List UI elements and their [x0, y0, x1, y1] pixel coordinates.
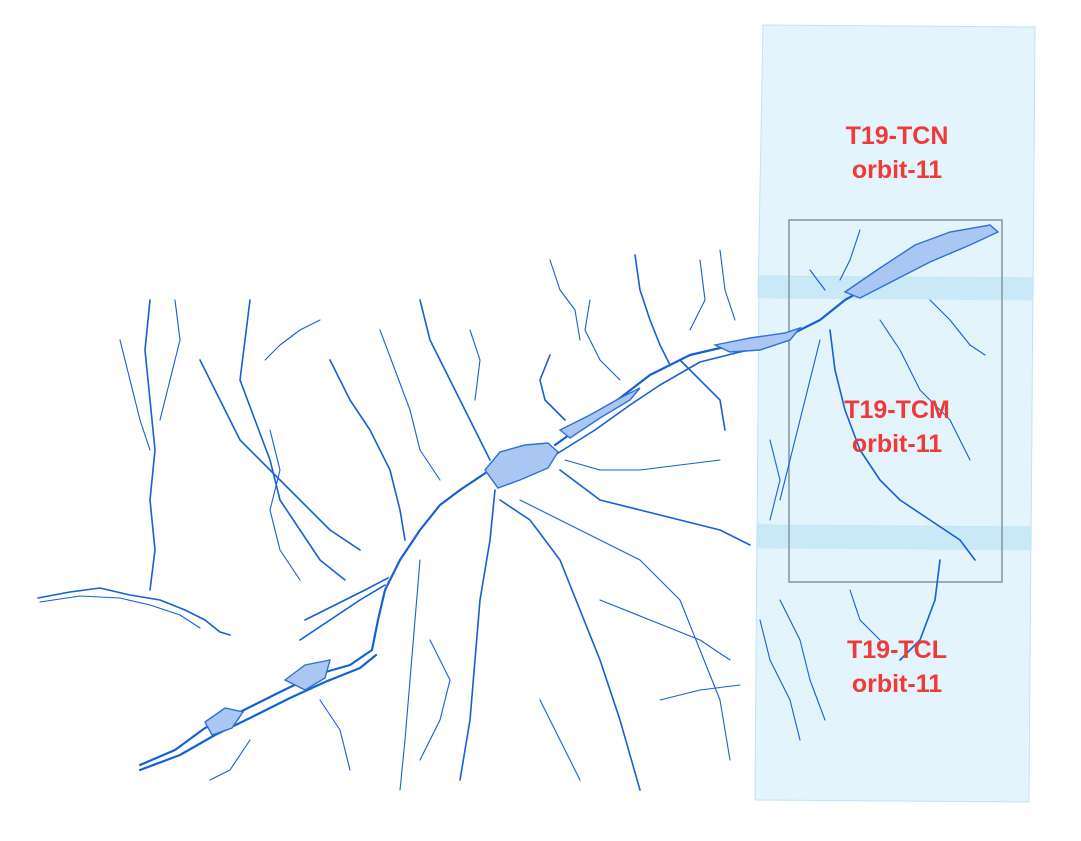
lake-southwest	[283, 659, 331, 691]
tile-id: T19-TCM	[844, 396, 950, 424]
tile-label-tcm: T19-TCM orbit-11	[807, 393, 987, 461]
tile-overlap-north	[758, 276, 1033, 300]
tile-orbit: orbit-11	[851, 156, 943, 184]
lake-southwest-lower	[204, 707, 245, 736]
tile-id: T19-TCN	[845, 122, 949, 150]
river-channel-east	[712, 326, 803, 353]
river-channel-central	[558, 387, 641, 439]
tile-label-tcn: T19-TCN orbit-11	[807, 119, 987, 187]
tile-id: T19-TCL	[847, 636, 947, 664]
tile-label-tcl: T19-TCL orbit-11	[807, 633, 987, 701]
lake-central	[484, 442, 559, 489]
region-of-interest-outline	[788, 219, 1003, 583]
tile-orbit: orbit-11	[851, 430, 943, 458]
tile-overlap-south	[757, 525, 1031, 550]
lakes	[204, 224, 1000, 736]
tile-orbit: orbit-11	[851, 670, 943, 698]
estuary-northeast	[843, 224, 1000, 299]
